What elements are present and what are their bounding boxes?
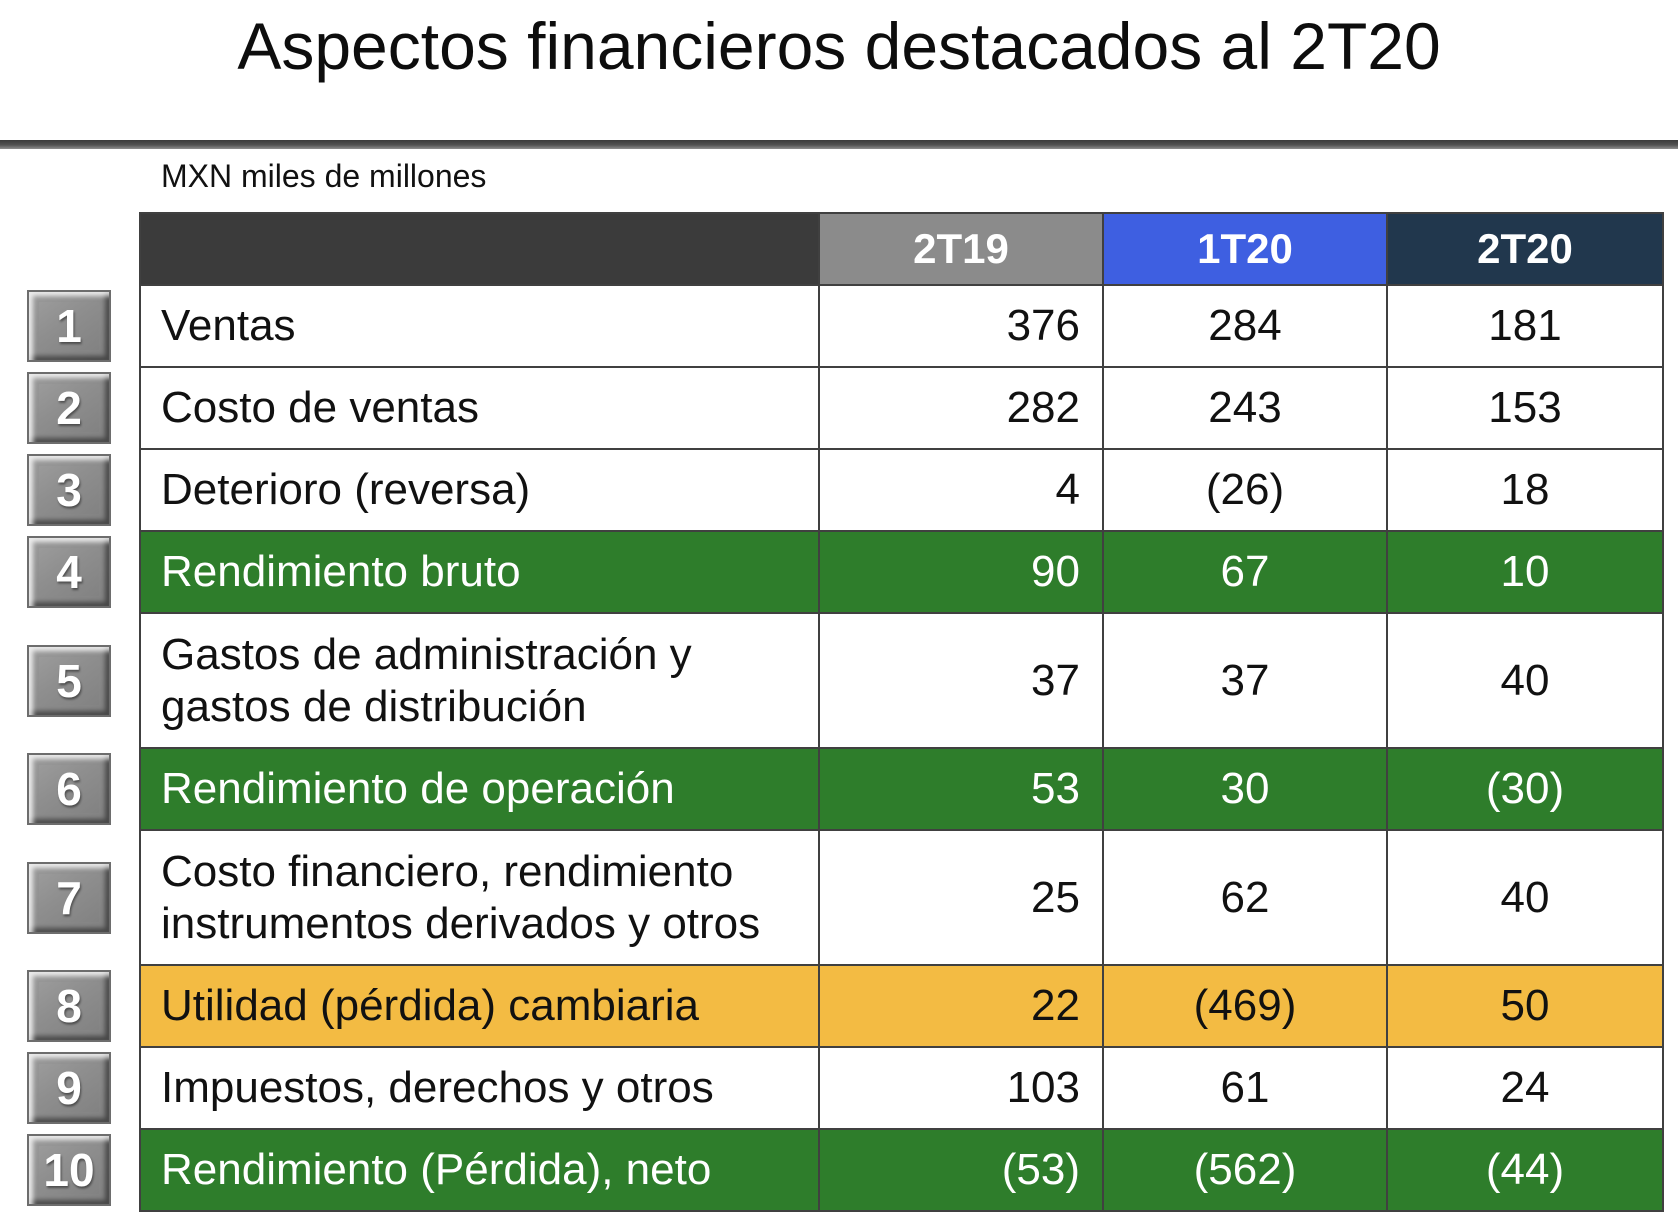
table-row: 4 Rendimiento bruto 90 67 10 [25, 530, 1664, 614]
value-2t20: 40 [1386, 612, 1664, 749]
value-1t20: (469) [1102, 964, 1388, 1048]
row-number-cell: 9 [25, 1047, 140, 1129]
page-title: Aspectos financieros destacados al 2T20 [237, 9, 1441, 83]
value-1t20: 37 [1102, 612, 1388, 749]
value-2t20: 153 [1386, 366, 1664, 450]
table-row: 9 Impuestos, derechos y otros 103 61 24 [25, 1046, 1664, 1130]
value-1t20: 243 [1102, 366, 1388, 450]
row-label: Ventas [139, 284, 820, 368]
row-label: Costo de ventas [139, 366, 820, 450]
row-label: Utilidad (pérdida) cambiaria [139, 964, 820, 1048]
table-row: 10 Rendimiento (Pérdida), neto (53) (562… [25, 1128, 1664, 1212]
row-number-cell: 8 [25, 965, 140, 1047]
value-2t19: 103 [818, 1046, 1104, 1130]
value-1t20: (26) [1102, 448, 1388, 532]
column-header-2t20: 2T20 [1386, 212, 1664, 286]
table-row: 3 Deterioro (reversa) 4 (26) 18 [25, 448, 1664, 532]
value-1t20: 62 [1102, 829, 1388, 966]
value-2t20: (44) [1386, 1128, 1664, 1212]
row-number-cell: 3 [25, 449, 140, 531]
value-2t19: 4 [818, 448, 1104, 532]
row-number-badge: 6 [27, 753, 111, 825]
table-row: 7 Costo financiero, rendimiento instrume… [25, 829, 1664, 966]
row-number-cell: 6 [25, 748, 140, 830]
row-label: Gastos de administración y gastos de dis… [139, 612, 820, 749]
financial-table: 2T19 1T20 2T20 1 Ventas 376 284 181 2 Cost… [25, 212, 1664, 1212]
row-label: Rendimiento bruto [139, 530, 820, 614]
row-number-badge: 2 [27, 372, 111, 444]
units-label: MXN miles de millones [161, 158, 487, 194]
value-2t20: 181 [1386, 284, 1664, 368]
row-number-badge: 1 [27, 290, 111, 362]
table-row: 1 Ventas 376 284 181 [25, 284, 1664, 368]
value-2t20: 18 [1386, 448, 1664, 532]
row-label: Costo financiero, rendimiento instrument… [139, 829, 820, 966]
row-number-badge: 10 [27, 1134, 111, 1206]
value-2t20: (30) [1386, 747, 1664, 831]
table-row: 6 Rendimiento de operación 53 30 (30) [25, 747, 1664, 831]
value-1t20: (562) [1102, 1128, 1388, 1212]
value-2t19: 376 [818, 284, 1104, 368]
row-number-cell: 2 [25, 367, 140, 449]
row-label: Rendimiento de operación [139, 747, 820, 831]
row-number-badge: 7 [27, 861, 111, 934]
table-row: 8 Utilidad (pérdida) cambiaria 22 (469) … [25, 964, 1664, 1048]
row-number-cell: 7 [25, 830, 140, 965]
value-2t20: 40 [1386, 829, 1664, 966]
value-2t19: 25 [818, 829, 1104, 966]
value-1t20: 284 [1102, 284, 1388, 368]
value-1t20: 61 [1102, 1046, 1388, 1130]
row-label: Rendimiento (Pérdida), neto [139, 1128, 820, 1212]
value-2t20: 50 [1386, 964, 1664, 1048]
row-number-cell: 1 [25, 285, 140, 367]
column-header-2t19: 2T19 [818, 212, 1104, 286]
row-number-badge: 4 [27, 536, 111, 608]
value-1t20: 67 [1102, 530, 1388, 614]
value-2t20: 10 [1386, 530, 1664, 614]
value-2t19: 282 [818, 366, 1104, 450]
row-label: Impuestos, derechos y otros [139, 1046, 820, 1130]
column-header-1t20: 1T20 [1102, 212, 1388, 286]
header-spacer-cell [25, 213, 140, 285]
title-divider [0, 140, 1678, 149]
row-number-cell: 5 [25, 613, 140, 748]
row-number-badge: 8 [27, 970, 111, 1042]
value-2t19: (53) [818, 1128, 1104, 1212]
row-number-cell: 4 [25, 531, 140, 613]
value-2t19: 90 [818, 530, 1104, 614]
header-row: 2T19 1T20 2T20 [25, 212, 1664, 286]
row-number-badge: 9 [27, 1052, 111, 1124]
row-label: Deterioro (reversa) [139, 448, 820, 532]
corner-cell [139, 212, 820, 286]
table-row: 5 Gastos de administración y gastos de d… [25, 612, 1664, 749]
value-2t19: 53 [818, 747, 1104, 831]
row-number-badge: 3 [27, 454, 111, 526]
row-number-badge: 5 [27, 644, 111, 717]
value-2t19: 37 [818, 612, 1104, 749]
table-row: 2 Costo de ventas 282 243 153 [25, 366, 1664, 450]
row-number-cell: 10 [25, 1129, 140, 1211]
value-2t19: 22 [818, 964, 1104, 1048]
value-1t20: 30 [1102, 747, 1388, 831]
value-2t20: 24 [1386, 1046, 1664, 1130]
